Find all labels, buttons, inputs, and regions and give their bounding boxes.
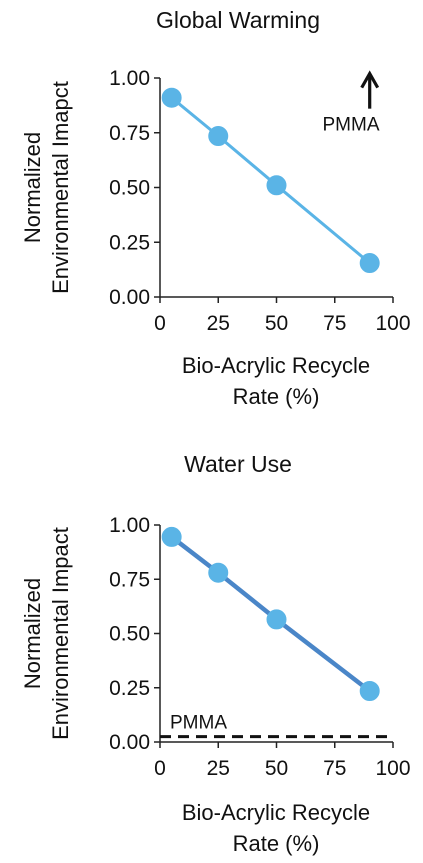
y-tick-label: 0.75 — [109, 568, 150, 591]
data-point — [208, 126, 229, 147]
y-tick-label: 0.25 — [109, 677, 150, 700]
y-tick-label: 1.00 — [109, 514, 150, 537]
y-tick-label: 0.25 — [109, 231, 150, 254]
x-axis-label: Bio-Acrylic Recycle — [182, 353, 370, 378]
x-tick-label: 75 — [323, 757, 346, 780]
x-tick-label: 25 — [207, 312, 230, 335]
data-point — [266, 609, 287, 630]
y-tick-label: 0.75 — [109, 122, 150, 145]
x-tick-label: 25 — [207, 757, 230, 780]
x-tick-label: 100 — [375, 312, 410, 335]
y-axis-label: Normalized — [20, 578, 45, 689]
x-tick-label: 100 — [375, 757, 410, 780]
chart-title: Water Use — [184, 451, 292, 477]
x-tick-label: 75 — [323, 312, 346, 335]
chart-panel-1: Global Warming 0.00 0.25 0.50 0.75 1.00 0 25 50 7… — [20, 7, 411, 409]
series-line — [170, 96, 371, 265]
y-tick-label: 0.50 — [109, 623, 150, 646]
x-axis-label: Rate (%) — [233, 831, 320, 856]
data-point — [161, 87, 182, 108]
data-point — [359, 681, 380, 702]
reference-label: PMMA — [170, 713, 227, 734]
reference-label: PMMA — [323, 115, 380, 136]
chart-panel-2: Water Use 0.00 0.25 0.50 0.75 1.00 0 25 50 75 100B… — [20, 451, 411, 856]
x-tick-label: 50 — [265, 757, 288, 780]
x-axis-label: Rate (%) — [233, 384, 320, 409]
y-axis-label: Normalized — [20, 132, 45, 243]
y-tick-label: 0.50 — [109, 177, 150, 200]
data-point — [208, 562, 229, 583]
reference-arrow-head — [360, 70, 380, 89]
data-point — [359, 253, 380, 274]
y-tick-label: 1.00 — [109, 67, 150, 90]
y-tick-label: 0.00 — [109, 731, 150, 754]
x-tick-label: 0 — [154, 757, 166, 780]
data-point — [266, 175, 287, 196]
series-line — [170, 535, 372, 693]
y-axis-label: Environmental Impact — [48, 527, 73, 740]
x-tick-label: 0 — [154, 312, 166, 335]
y-axis-label: Environmental Imapct — [48, 81, 73, 294]
data-point — [161, 526, 182, 547]
chart-title: Global Warming — [156, 7, 320, 33]
x-axis-label: Bio-Acrylic Recycle — [182, 800, 370, 825]
y-tick-label: 0.00 — [109, 286, 150, 309]
x-tick-label: 50 — [265, 312, 288, 335]
